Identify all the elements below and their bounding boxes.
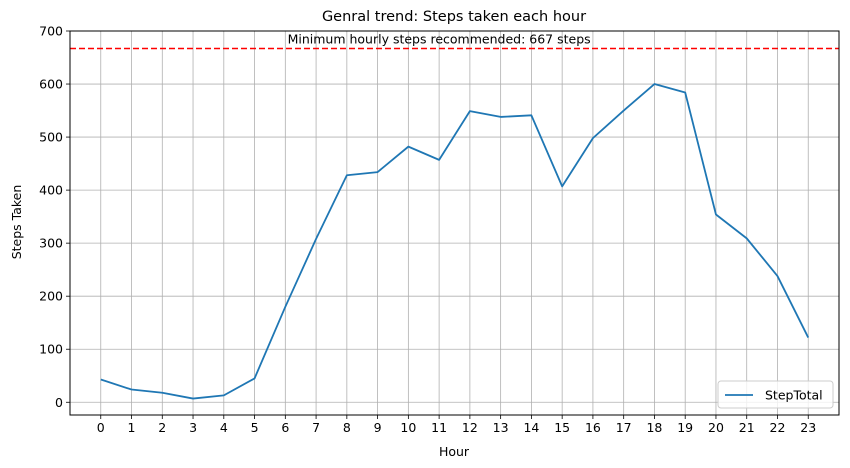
- data-point: [284, 306, 286, 308]
- axis-ticks: 0 1 2 3 4 5 6 7 8 9 10 11 12 13 14 15 16 17 18 19 20 21 22 2301…: [39, 24, 816, 436]
- x-tick-label: 17: [616, 420, 632, 435]
- data-point: [561, 185, 563, 187]
- series-group: [100, 83, 810, 400]
- y-tick-label: 600: [39, 77, 63, 92]
- x-tick-label: 22: [770, 420, 786, 435]
- y-tick-label: 0: [55, 395, 63, 410]
- x-tick-label: 9: [374, 420, 382, 435]
- data-point: [346, 174, 348, 176]
- data-point: [223, 394, 225, 396]
- chart-title: Genral trend: Steps taken each hour: [322, 9, 586, 25]
- data-point: [500, 116, 502, 118]
- x-tick-label: 13: [493, 420, 509, 435]
- data-point: [192, 398, 194, 400]
- x-tick-label: 4: [220, 420, 228, 435]
- y-axis-label: Steps Taken: [9, 185, 24, 260]
- x-tick-label: 10: [400, 420, 416, 435]
- data-point: [592, 137, 594, 139]
- grid: [70, 30, 839, 415]
- y-tick-label: 700: [39, 24, 63, 39]
- data-point: [315, 238, 317, 240]
- legend-box: [717, 380, 834, 409]
- x-tick-label: 19: [677, 420, 693, 435]
- y-tick-label: 500: [39, 130, 63, 145]
- x-tick-label: 3: [189, 420, 197, 435]
- data-point: [530, 114, 532, 116]
- data-point: [807, 337, 809, 339]
- legend: StepTotal: [717, 380, 834, 409]
- x-axis-label: Hour: [439, 444, 470, 459]
- data-point: [377, 171, 379, 173]
- reference-line-group: Minimum hourly steps recommended: 667 st…: [70, 32, 839, 50]
- x-tick-label: 20: [708, 420, 724, 435]
- x-tick-label: 6: [281, 420, 289, 435]
- x-tick-label: 23: [800, 420, 816, 435]
- x-tick-label: 14: [523, 420, 539, 435]
- x-tick-label: 2: [158, 420, 166, 435]
- data-point: [715, 214, 717, 216]
- x-tick-label: 18: [646, 420, 662, 435]
- x-tick-label: 1: [128, 420, 136, 435]
- plot-frame: [69, 30, 840, 416]
- legend-label-steptotal: StepTotal: [765, 388, 823, 403]
- x-tick-label: 11: [431, 420, 447, 435]
- y-tick-label: 300: [39, 236, 63, 251]
- data-point: [776, 275, 778, 277]
- data-point: [469, 110, 471, 112]
- x-tick-label: 16: [585, 420, 601, 435]
- data-point: [438, 159, 440, 161]
- data-point: [254, 377, 256, 379]
- y-tick-label: 100: [39, 342, 63, 357]
- x-tick-label: 7: [312, 420, 320, 435]
- data-point: [623, 110, 625, 112]
- data-point: [653, 83, 655, 85]
- x-tick-label: 12: [462, 420, 478, 435]
- y-tick-label: 200: [39, 289, 63, 304]
- x-tick-label: 21: [739, 420, 755, 435]
- data-point: [100, 378, 102, 380]
- y-tick-label: 400: [39, 183, 63, 198]
- data-point: [746, 237, 748, 239]
- series-line-steptotal: [100, 83, 810, 400]
- x-tick-label: 8: [343, 420, 351, 435]
- data-point: [407, 146, 409, 148]
- reference-line-annotation: Minimum hourly steps recommended: 667 st…: [288, 32, 591, 47]
- data-point: [131, 389, 133, 391]
- data-point: [161, 392, 163, 394]
- x-tick-label: 5: [251, 420, 259, 435]
- x-tick-label: 15: [554, 420, 570, 435]
- data-point: [684, 92, 686, 94]
- x-tick-label: 0: [97, 420, 105, 435]
